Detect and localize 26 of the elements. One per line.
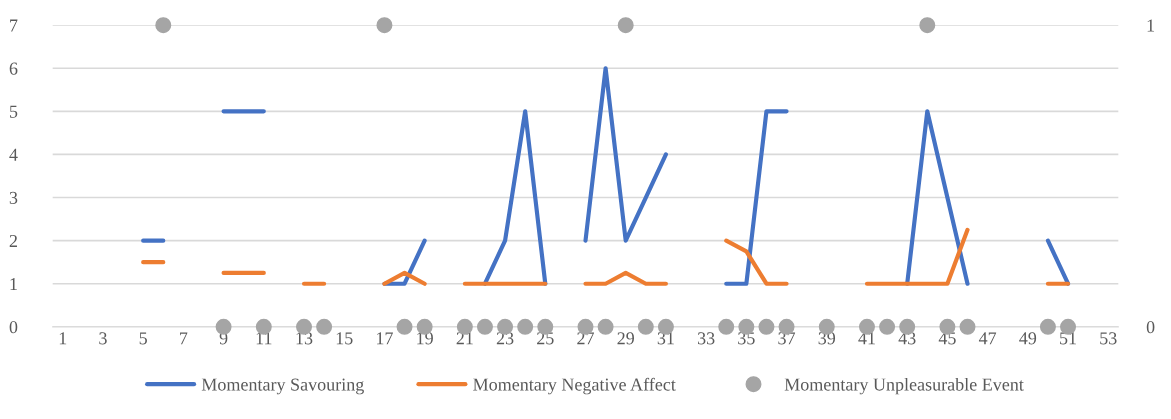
x-tick-label: 33: [697, 332, 715, 345]
legend-label: Momentary Negative Affect: [473, 377, 676, 395]
y2-tick-label: 1: [1147, 19, 1155, 32]
y2-tick-label: 0: [1146, 321, 1155, 334]
y-tick-label: 3: [9, 191, 18, 204]
y-tick-label: 1: [10, 278, 17, 290]
x-tick-label: 3: [99, 332, 107, 345]
y-tick-label: 2: [9, 234, 17, 247]
y-tick-label: 0: [9, 321, 18, 334]
legend-label: Momentary Savouring: [201, 378, 364, 395]
x-tick-label: 1: [59, 332, 67, 345]
x-tick-label: 41: [858, 332, 875, 345]
y-tick-label: 5: [9, 105, 18, 118]
x-tick-label: 31: [657, 332, 674, 345]
x-tick-label: 29: [617, 332, 634, 345]
x-tick-label: 15: [336, 332, 353, 345]
x-tick-label: 17: [377, 332, 393, 345]
y-tick-label: 4: [9, 148, 18, 161]
x-tick-label: 47: [978, 332, 997, 345]
y-tick-label: 6: [9, 62, 18, 75]
x-tick-label: 53: [1100, 332, 1117, 345]
legend-label: Momentary Unpleasurable Event: [784, 377, 1024, 395]
x-tick-label: 7: [180, 332, 188, 345]
y-tick-label: 7: [10, 19, 18, 32]
x-tick-label: 49: [1019, 332, 1037, 345]
x-tick-label: 5: [139, 332, 147, 345]
